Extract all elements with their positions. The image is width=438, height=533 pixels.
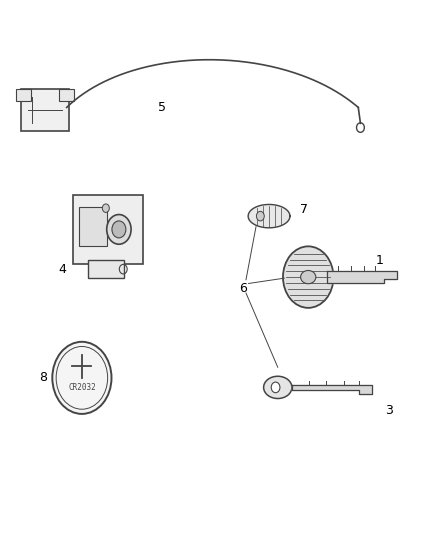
Ellipse shape (300, 270, 316, 284)
Circle shape (107, 215, 131, 244)
Text: 4: 4 (58, 263, 66, 276)
FancyBboxPatch shape (16, 89, 31, 101)
Circle shape (283, 246, 333, 308)
Circle shape (256, 212, 264, 221)
Circle shape (52, 342, 112, 414)
FancyBboxPatch shape (21, 89, 69, 131)
Text: 5: 5 (159, 101, 166, 114)
Text: 7: 7 (300, 203, 308, 216)
Text: 1: 1 (376, 254, 384, 266)
Circle shape (112, 221, 126, 238)
Text: CR2032: CR2032 (68, 383, 96, 392)
FancyBboxPatch shape (79, 207, 107, 246)
Polygon shape (248, 205, 290, 228)
Polygon shape (292, 385, 372, 394)
FancyBboxPatch shape (88, 260, 124, 278)
Text: 3: 3 (385, 404, 393, 417)
Polygon shape (327, 271, 396, 283)
Ellipse shape (264, 376, 292, 399)
Text: 6: 6 (239, 282, 247, 295)
FancyBboxPatch shape (59, 89, 74, 101)
Circle shape (271, 382, 280, 393)
Circle shape (102, 204, 110, 213)
Text: 8: 8 (39, 372, 47, 384)
FancyBboxPatch shape (73, 195, 143, 264)
